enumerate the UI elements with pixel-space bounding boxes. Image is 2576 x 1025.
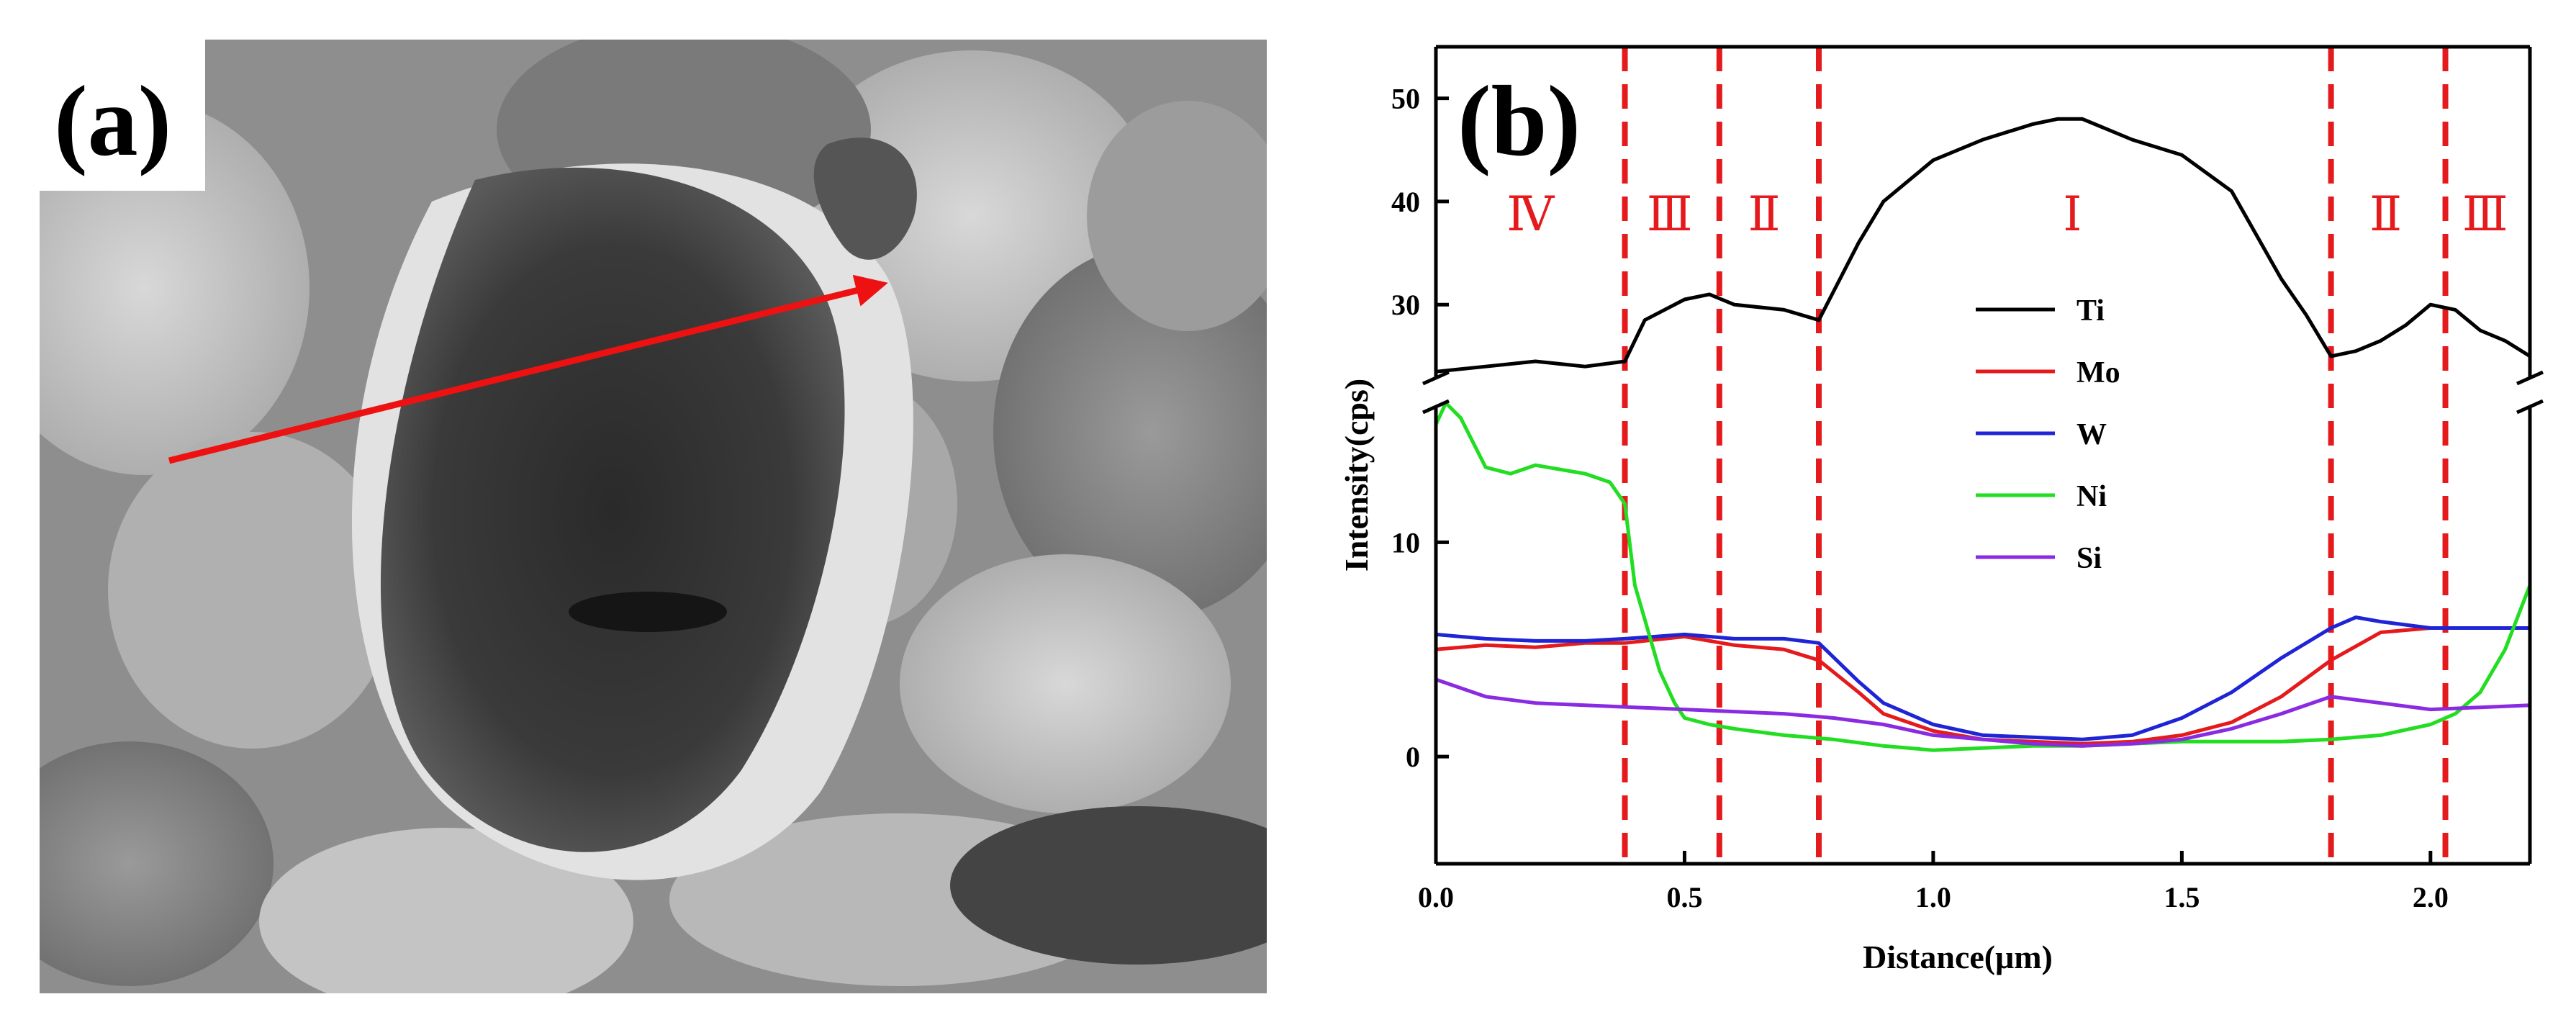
region-label-4: Ⅰ (2063, 189, 2082, 241)
panel-a-label-background (40, 40, 205, 191)
axis-break-mark (1422, 399, 1450, 415)
region-label-2: Ⅲ (1647, 189, 1693, 241)
y-axis-label: Intensity(cps) (1338, 379, 1375, 572)
y-tick-label: 40 (1391, 186, 1420, 218)
region-label-5: Ⅱ (2369, 189, 2402, 241)
y-tick-label: 50 (1391, 83, 1420, 115)
legend-label-ni: Ni (2076, 480, 2107, 513)
sem-micrograph-panel: (a) (40, 40, 1267, 993)
series-line-w (1435, 615, 2530, 741)
series-line-ti (1435, 117, 2531, 374)
panel-b-label: (b) (1458, 66, 1581, 177)
y-tick-label: 30 (1391, 289, 1420, 321)
line-scan-chart: 0.0 0.5 1.0 1.5 2.0 0 10 30 40 50 Ⅳ Ⅲ Ⅱ Ⅰ Ⅱ Ⅲ Ti Mo W Ni S… (1338, 45, 2544, 975)
legend-label-ti: Ti (2076, 294, 2105, 328)
legend: Ti Mo W Ni Si (1976, 294, 2120, 575)
x-tick-label: 2.0 (2413, 881, 2449, 913)
axis-break-mark (2516, 370, 2544, 386)
chart-axes (1422, 45, 2544, 866)
region-labels: Ⅳ Ⅲ Ⅱ Ⅰ Ⅱ Ⅲ (1506, 189, 2508, 241)
x-tick-label: 1.5 (2164, 881, 2200, 913)
series-line-si (1435, 677, 2531, 748)
x-tick-label: 0.0 (1418, 881, 1454, 913)
x-axis-label: Distance(μm) (1863, 939, 2053, 975)
x-tick-label: 1.0 (1915, 881, 1951, 913)
panel-a-label: (a) (54, 66, 171, 177)
sem-image (40, 40, 1267, 993)
region-label-6: Ⅲ (2462, 189, 2508, 241)
region-label-3: Ⅱ (1748, 189, 1781, 241)
x-tick-label: 0.5 (1666, 881, 1702, 913)
y-tick-label: 10 (1391, 526, 1420, 559)
legend-label-mo: Mo (2076, 356, 2120, 389)
axis-break-mark (2516, 399, 2544, 415)
line-scan-arrow (168, 274, 888, 464)
legend-label-si: Si (2076, 542, 2102, 575)
series-line-ni (1434, 401, 2532, 752)
axis-break-mark (1422, 370, 1450, 386)
chart-ticks: 0.0 0.5 1.0 1.5 2.0 0 10 30 40 50 (1391, 83, 2449, 913)
series-line-mo (1435, 626, 2530, 746)
chart-series (1434, 117, 2532, 752)
region-label-1: Ⅳ (1506, 189, 1555, 241)
legend-label-w: W (2076, 418, 2107, 451)
y-tick-label: 0 (1406, 741, 1420, 773)
